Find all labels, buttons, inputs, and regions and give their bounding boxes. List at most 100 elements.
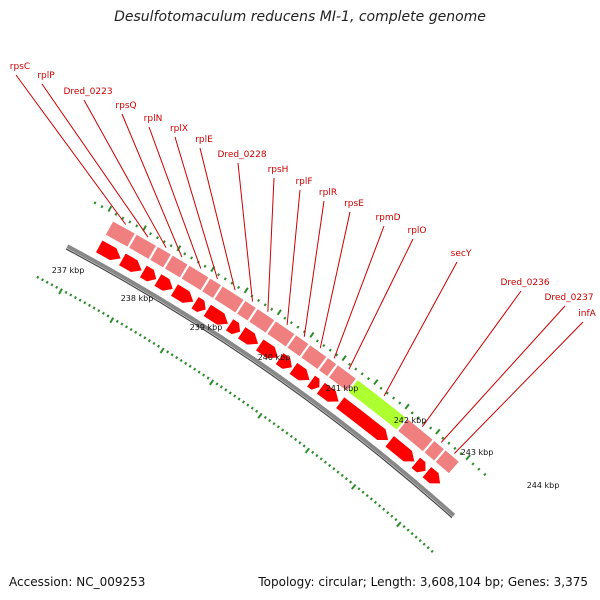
inner-tick xyxy=(129,327,133,332)
inner-tick xyxy=(228,391,232,395)
gene-block-secy xyxy=(347,378,408,431)
gene-arrow-dred_0237 xyxy=(410,456,427,473)
inner-tick xyxy=(78,298,82,302)
gene-arrow-dred_0228 xyxy=(225,318,241,335)
outer-tick xyxy=(379,386,383,390)
gene-label-rpln: rplN xyxy=(144,114,163,124)
outer-tick xyxy=(392,396,396,400)
gene-pointer-rpsc xyxy=(15,74,127,225)
inner-tick xyxy=(143,336,147,340)
gene-block-rple xyxy=(213,285,245,314)
gene-pointer-rpln xyxy=(148,126,202,269)
gene-pointer-dred_0228 xyxy=(237,162,254,302)
inner-tick xyxy=(281,428,285,432)
outer-tick xyxy=(465,454,471,461)
gene-pointer-rplp xyxy=(41,83,149,238)
outer-tick xyxy=(169,244,173,248)
outer-tick xyxy=(217,273,221,277)
scale-label: 242 kbp xyxy=(394,416,427,425)
gene-arrow-rpsq xyxy=(153,273,174,292)
inner-tick xyxy=(289,434,293,438)
gene-block-rpse xyxy=(300,343,328,371)
inner-tick xyxy=(430,549,434,553)
inner-tick xyxy=(332,467,336,471)
gene-label-dred_0228: Dred_0228 xyxy=(217,150,266,160)
inner-tick xyxy=(373,500,378,504)
outer-tick xyxy=(447,441,451,445)
inner-tick xyxy=(219,385,223,389)
gene-pointer-rplo xyxy=(348,238,414,370)
inner-tick xyxy=(315,454,319,458)
outer-tick xyxy=(322,343,326,348)
inner-tick xyxy=(255,409,259,413)
gene-block-rpsh xyxy=(247,307,276,335)
inner-tick xyxy=(152,341,156,346)
scale-label: 237 kbp xyxy=(52,266,85,275)
gene-label-infa: infA xyxy=(578,309,596,319)
inner-tick xyxy=(304,447,310,454)
outer-tick xyxy=(477,467,481,471)
inner-tick xyxy=(215,382,219,386)
outer-tick xyxy=(335,353,339,357)
gene-label-rpsh: rpsH xyxy=(268,165,289,175)
inner-tick xyxy=(406,528,410,532)
inner-tick xyxy=(257,412,263,419)
inner-tick xyxy=(369,497,373,501)
gene-arrow-infa xyxy=(421,466,441,485)
gene-block-rpsc xyxy=(104,220,137,249)
gene-label-secy: secY xyxy=(451,249,472,259)
gene-pointer-dred_0237 xyxy=(440,305,566,443)
outer-tick xyxy=(398,401,402,405)
inner-tick xyxy=(175,356,179,360)
inner-tick xyxy=(45,280,49,284)
inner-tick xyxy=(197,370,201,374)
outer-tick xyxy=(429,426,433,430)
outer-tick xyxy=(162,240,166,244)
inner-tick xyxy=(41,278,44,282)
outer-tick xyxy=(100,205,104,209)
gene-arrow-rplp xyxy=(118,252,143,273)
inner-tick xyxy=(50,283,54,287)
outer-tick xyxy=(416,416,420,420)
inner-tick xyxy=(394,518,398,522)
gene-label-rpsc: rpsC xyxy=(10,62,30,72)
inner-tick xyxy=(73,295,77,300)
scale-label: 241 kbp xyxy=(326,384,359,393)
gene-arrow-dred_0223 xyxy=(139,264,157,283)
outer-tick xyxy=(328,348,332,352)
gene-block-rplf xyxy=(266,320,296,348)
gene-pointer-rpse xyxy=(319,211,351,349)
outer-tick xyxy=(121,216,125,220)
gene-arrow-rple xyxy=(202,303,229,326)
inner-tick xyxy=(87,303,91,307)
inner-tick xyxy=(120,322,124,326)
inner-tick xyxy=(184,361,188,365)
inner-tick xyxy=(125,325,129,329)
outer-tick xyxy=(385,391,389,395)
gene-block-dred_0228 xyxy=(235,299,258,322)
outer-tick xyxy=(366,377,371,381)
inner-tick xyxy=(426,546,430,550)
inner-tick xyxy=(328,463,332,468)
inner-tick xyxy=(311,450,315,455)
inner-tick xyxy=(69,293,73,297)
inner-tick xyxy=(422,542,426,546)
inner-tick xyxy=(344,477,348,481)
outer-tick xyxy=(471,462,475,466)
inner-tick xyxy=(340,473,344,478)
inner-tick xyxy=(365,493,369,498)
inner-tick xyxy=(382,507,386,511)
backbone-line xyxy=(66,244,456,517)
outer-tick xyxy=(135,224,139,228)
genome-stats-text: Topology: circular; Length: 3,608,104 bp… xyxy=(258,575,588,589)
inner-tick xyxy=(64,290,68,294)
gene-pointer-rpmd xyxy=(333,225,385,359)
inner-tick xyxy=(390,514,394,518)
inner-tick xyxy=(202,373,206,377)
gene-arrow-rpsh xyxy=(237,326,259,346)
outer-tick xyxy=(354,367,358,371)
inner-tick xyxy=(237,397,241,401)
gene-arrow-rplf xyxy=(255,338,279,359)
scale-label: 240 kbp xyxy=(258,353,291,362)
